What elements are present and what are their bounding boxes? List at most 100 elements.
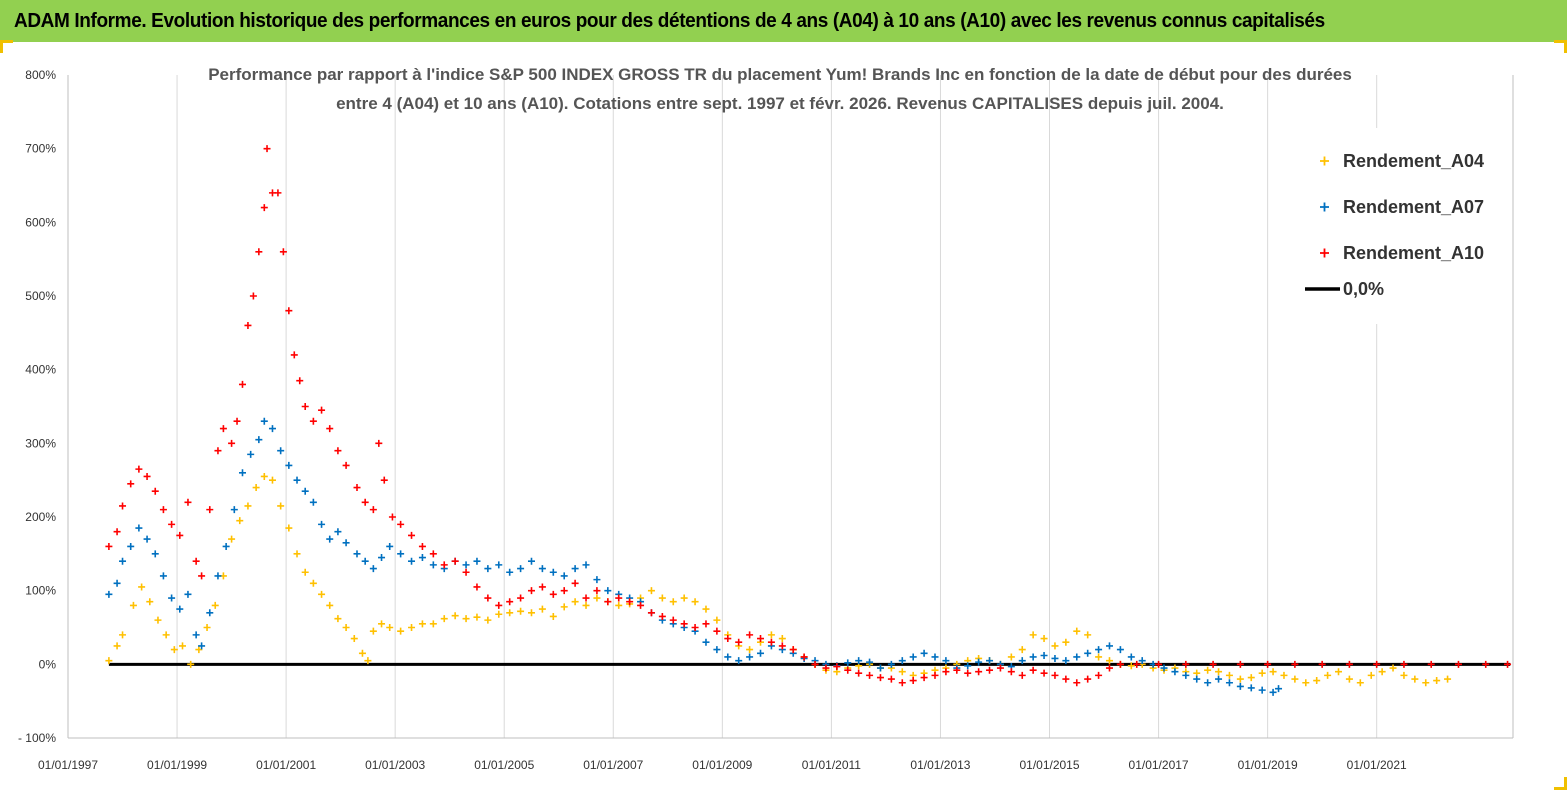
data-point: [451, 612, 459, 620]
data-point: [909, 653, 917, 661]
data-point: [778, 635, 786, 643]
data-point: [397, 520, 405, 528]
data-point: [159, 506, 167, 514]
data-point: [386, 624, 394, 631]
data-point: [1040, 635, 1048, 643]
data-point: [260, 204, 268, 212]
data-point: [451, 557, 459, 565]
data-point: [1155, 660, 1163, 668]
data-point: [301, 403, 309, 410]
data-point: [506, 609, 514, 617]
x-tick-label: 01/01/2013: [910, 758, 970, 772]
data-point: [1236, 675, 1244, 683]
data-point: [898, 668, 906, 676]
data-point: [296, 377, 304, 385]
data-point: [724, 635, 732, 643]
data-point: [222, 542, 230, 550]
data-point: [1051, 654, 1059, 662]
data-point: [626, 598, 634, 606]
data-point: [260, 417, 268, 425]
data-point: [249, 292, 257, 300]
data-point: [1051, 642, 1059, 650]
data-point: [277, 502, 285, 510]
legend-label: Rendement_A04: [1343, 151, 1484, 171]
data-point: [233, 417, 241, 425]
data-point: [1182, 660, 1190, 668]
data-point: [309, 498, 317, 506]
data-point: [1264, 660, 1272, 668]
data-point: [206, 506, 214, 514]
data-point: [495, 601, 503, 609]
data-point: [593, 576, 601, 584]
data-point: [151, 550, 159, 558]
x-tick-label: 01/01/1997: [38, 758, 98, 772]
data-point: [1335, 668, 1343, 676]
data-point: [527, 609, 535, 617]
data-point: [811, 660, 819, 668]
data-point: [230, 506, 238, 514]
data-point: [713, 616, 721, 624]
data-point: [1029, 653, 1037, 661]
data-point: [1116, 660, 1124, 668]
data-point: [604, 598, 612, 606]
data-point: [1373, 660, 1381, 668]
data-point: [1062, 675, 1070, 683]
data-point: [301, 487, 309, 495]
data-point: [517, 594, 525, 602]
data-point: [408, 531, 416, 539]
data-point: [582, 561, 590, 569]
data-point: [176, 531, 184, 539]
data-point: [285, 524, 293, 532]
data-point: [1454, 660, 1462, 668]
data-point: [767, 631, 775, 639]
data-point: [669, 598, 677, 606]
data-point: [151, 487, 159, 495]
data-point: [953, 666, 961, 674]
data-point: [702, 605, 710, 613]
x-tick-label: 01/01/1999: [147, 758, 207, 772]
data-point: [127, 480, 135, 488]
data-point: [887, 675, 895, 683]
data-point: [647, 587, 655, 595]
data-point: [702, 638, 710, 646]
data-point: [179, 642, 187, 650]
data-point: [549, 590, 557, 598]
data-point: [1427, 660, 1435, 668]
y-tick-label: 400%: [25, 363, 56, 377]
data-point: [119, 631, 127, 639]
y-tick-label: 100%: [25, 584, 56, 598]
data-point: [105, 657, 113, 665]
data-point: [184, 590, 192, 598]
data-point: [1318, 660, 1326, 668]
data-point: [680, 594, 688, 602]
data-point: [527, 557, 535, 565]
data-point: [380, 476, 388, 484]
legend-marker: [1320, 202, 1329, 212]
data-point: [198, 572, 206, 580]
data-point: [369, 506, 377, 514]
data-point: [408, 624, 416, 631]
data-point: [168, 594, 176, 602]
series-Rendement_A04: [105, 472, 1452, 687]
data-point: [1138, 657, 1146, 665]
data-point: [571, 565, 579, 573]
data-point: [462, 568, 470, 576]
data-point: [192, 631, 200, 639]
data-point: [334, 528, 342, 536]
data-point: [1105, 664, 1113, 672]
data-point: [1313, 677, 1321, 685]
data-point: [364, 657, 372, 665]
data-point: [369, 565, 377, 573]
data-point: [1400, 660, 1408, 668]
data-point: [342, 461, 350, 469]
data-point: [898, 657, 906, 665]
data-point: [855, 657, 863, 665]
data-point: [975, 668, 983, 676]
y-tick-label: 0%: [39, 657, 57, 671]
data-point: [800, 653, 808, 661]
data-point: [473, 613, 481, 621]
x-tick-label: 01/01/2021: [1347, 758, 1407, 772]
data-point: [920, 649, 928, 657]
data-point: [582, 601, 590, 609]
data-point: [484, 616, 492, 624]
